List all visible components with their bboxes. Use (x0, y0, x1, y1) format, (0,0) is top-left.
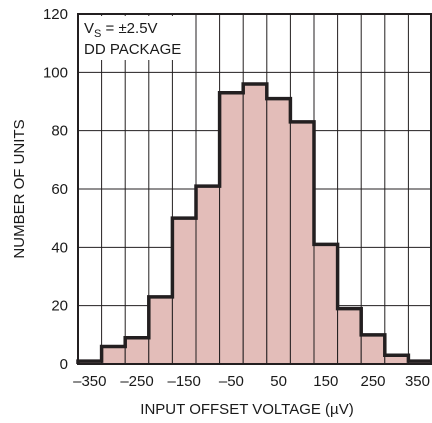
histogram-bar (313, 243, 339, 365)
y-tick-labels: 0 20 40 60 80 100 120 (43, 6, 68, 373)
histogram-bar (171, 217, 197, 365)
y-tick-label: 120 (43, 6, 68, 23)
histogram-bar (289, 121, 315, 365)
histogram-bar (242, 83, 268, 365)
histogram-bar (101, 346, 126, 365)
y-tick-label: 100 (43, 64, 68, 81)
histogram-bar (360, 334, 386, 365)
histogram-bar (266, 98, 291, 365)
histogram-outline (76, 82, 432, 364)
x-tick-label: 250 (360, 373, 385, 390)
y-tick-label: 20 (51, 298, 68, 315)
x-tick-label: 350 (405, 373, 430, 390)
x-tick-label: 50 (270, 373, 287, 390)
histogram-bar (195, 185, 221, 365)
y-tick-label: 60 (51, 181, 68, 198)
x-tick-label: 150 (313, 373, 338, 390)
histogram-step-outline (76, 82, 432, 364)
histogram-bar (124, 337, 150, 365)
plot-frame (77, 13, 432, 365)
x-tick-label: –150 (168, 373, 201, 390)
histogram-bar (337, 308, 362, 365)
y-axis-label: NUMBER OF UNITS (11, 119, 28, 258)
annotation-subscript: S (94, 28, 101, 40)
bars (77, 83, 432, 365)
x-tick-label: –350 (73, 373, 106, 390)
annotation-v: V (84, 20, 94, 37)
x-tick-label: –50 (219, 373, 244, 390)
annotation-supply-voltage: VS = ±2.5V (84, 20, 158, 40)
x-tick-labels: –350 –250 –150 –50 50 150 250 350 (73, 373, 430, 390)
annotation-box: VS = ±2.5V DD PACKAGE (80, 16, 188, 60)
annotation-background (80, 16, 188, 60)
annotation-value: = ±2.5V (101, 20, 157, 37)
annotation-package: DD PACKAGE (84, 41, 181, 58)
x-axis-label: INPUT OFFSET VOLTAGE (µV) (140, 401, 353, 418)
y-tick-label: 80 (51, 123, 68, 140)
y-tick-label: 0 (60, 356, 68, 373)
x-tick-label: –250 (120, 373, 153, 390)
y-tick-label: 40 (51, 239, 68, 256)
histogram-bar (148, 296, 173, 365)
histogram-bar (219, 92, 244, 365)
